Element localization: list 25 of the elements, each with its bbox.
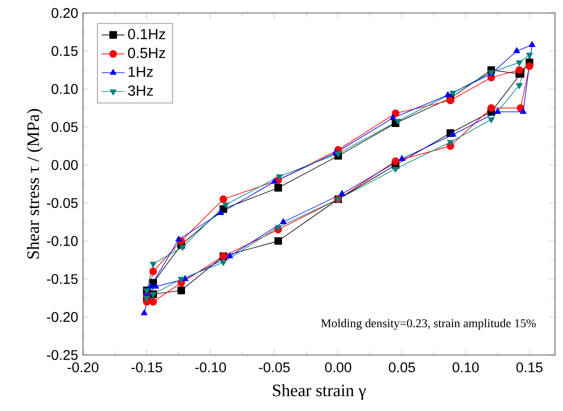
y-tick-label: 0.15: [52, 46, 78, 56]
annotation: Molding density=0.23, strain amplitude 15%: [321, 318, 536, 330]
legend-label: 0.5Hz: [128, 48, 166, 58]
y-axis-title: Shear stress τ / (MPa): [26, 109, 43, 259]
y-tick-label: 0.20: [52, 8, 78, 18]
y-tick-label: -0.15: [47, 274, 78, 284]
x-tick-label: 0.05: [388, 362, 415, 372]
x-tick-label: 0.00: [325, 362, 352, 372]
y-tick-label: -0.05: [47, 198, 78, 208]
x-tick-label: 0.15: [516, 362, 543, 372]
y-tick-label: -0.10: [47, 236, 78, 246]
legend-label: 1Hz: [128, 66, 153, 77]
x-tick-label: -0.05: [259, 362, 290, 372]
y-tick-label: 0.05: [52, 122, 78, 132]
y-tick-label: -0.20: [47, 312, 78, 322]
y-tick-label: 0.10: [52, 84, 78, 94]
legend-label: 0.1Hz: [128, 28, 166, 40]
x-tick-label: 0.10: [452, 362, 479, 372]
x-tick-label: -0.10: [195, 362, 226, 372]
x-axis-title: Shear strain γ: [273, 384, 366, 400]
legend-label: 3Hz: [128, 85, 153, 96]
x-tick-label: -0.20: [68, 362, 98, 372]
y-tick-label: 0.00: [52, 160, 78, 170]
y-tick-label: -0.25: [47, 350, 78, 360]
x-tick-label: -0.15: [131, 362, 162, 372]
